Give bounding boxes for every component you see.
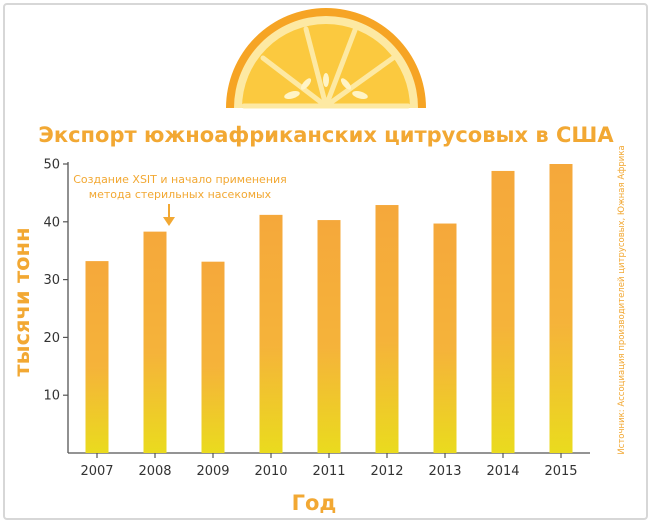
y-tick-label: 50 (43, 158, 60, 173)
annotation-arrow-icon (163, 204, 175, 226)
bar-2014 (491, 170, 515, 453)
x-tick-label: 2010 (254, 464, 287, 479)
bar-2009 (201, 261, 225, 453)
y-axis-label: тысячи тонн (10, 227, 34, 376)
orange-slice-icon (226, 8, 426, 109)
x-tick-label: 2012 (370, 464, 403, 479)
annotation: Создание XSIT и начало применения метода… (73, 173, 287, 226)
y-tick-label: 40 (43, 215, 60, 230)
y-tick-label: 10 (43, 389, 60, 404)
bar-2013 (433, 223, 457, 453)
source-note: Источник: Ассоциация производителей цитр… (617, 145, 627, 454)
x-tick-label: 2014 (486, 464, 519, 479)
x-tick-label: 2008 (138, 464, 171, 479)
y-tick-label: 20 (43, 331, 60, 346)
x-tick-label: 2007 (80, 464, 113, 479)
bar-2015 (549, 164, 573, 453)
bar-2011 (317, 220, 341, 453)
bar-2008 (143, 231, 167, 453)
annotation-line-1: Создание XSIT и начало применения (73, 173, 287, 186)
y-tick-label: 30 (43, 273, 60, 288)
x-tick-label: 2013 (428, 464, 461, 479)
bar-2012 (375, 205, 399, 453)
x-tick-label: 2009 (196, 464, 229, 479)
bar-2010 (259, 214, 283, 453)
x-axis-label: Год (292, 491, 337, 515)
chart-title: Экспорт южноафриканских цитрусовых в США (38, 123, 614, 147)
annotation-line-2: метода стерильных насекомых (89, 188, 272, 201)
x-tick-label: 2015 (544, 464, 577, 479)
x-tick-label: 2011 (312, 464, 345, 479)
bar-2007 (85, 261, 109, 453)
